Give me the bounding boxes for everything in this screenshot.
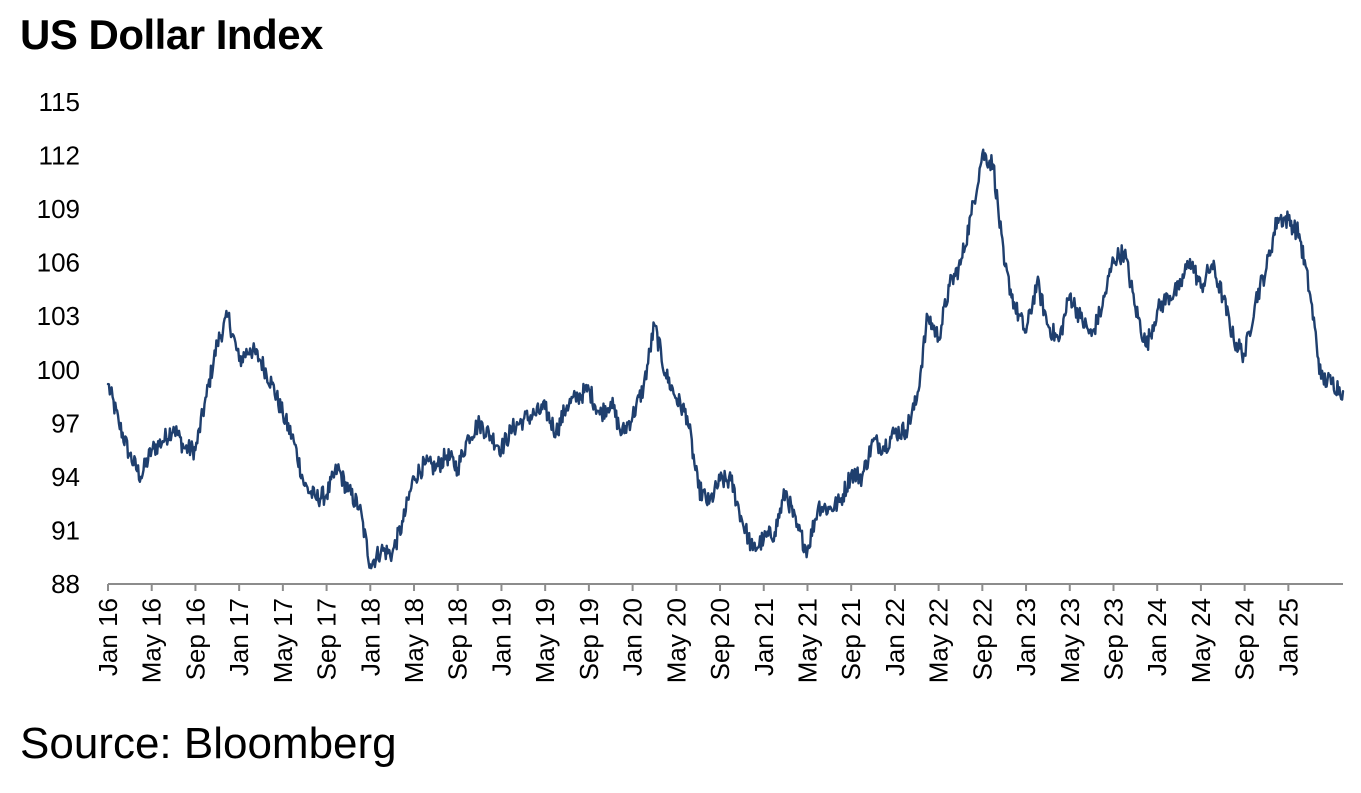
y-tick-label: 97 — [51, 408, 80, 438]
x-tick-label: Sep 23 — [1098, 598, 1128, 680]
x-tick-label: May 17 — [268, 598, 298, 683]
y-axis: 115 112 109 106 103 100 97 94 91 88 — [37, 87, 80, 599]
x-tick-label: Jan 16 — [93, 598, 123, 676]
x-tick-label: May 22 — [924, 598, 954, 683]
x-tick-label: Sep 20 — [705, 598, 735, 680]
x-tick-label: May 20 — [661, 598, 691, 683]
y-tick-label: 88 — [51, 569, 80, 599]
x-tick-label: May 24 — [1186, 598, 1216, 683]
x-tick-label: Sep 16 — [180, 598, 210, 680]
y-tick-label: 115 — [39, 87, 80, 117]
x-tick-label: Jan 17 — [224, 598, 254, 676]
x-tick-label: Sep 24 — [1230, 598, 1260, 680]
x-tick-label: Sep 22 — [967, 598, 997, 680]
x-tick-label: May 19 — [530, 598, 560, 683]
y-tick-label: 109 — [37, 194, 80, 224]
y-tick-label: 94 — [51, 462, 80, 492]
x-axis: Jan 16 May 16 Sep 16 Jan 17 May 17 Sep 17 Jan … — [93, 583, 1343, 683]
y-tick-label: 91 — [51, 515, 80, 545]
x-tick-label: May 21 — [792, 598, 822, 683]
chart-title: US Dollar Index — [20, 11, 323, 58]
x-tick-label: Jan 21 — [749, 598, 779, 676]
source-note: Source: Bloomberg — [20, 719, 397, 768]
x-tick-label: Jan 22 — [880, 598, 910, 676]
x-tick-label: Jan 23 — [1011, 598, 1041, 676]
x-tick-label: Sep 21 — [836, 598, 866, 680]
y-tick-label: 106 — [37, 248, 80, 278]
x-tick-label: Jan 19 — [486, 598, 516, 676]
x-tick-label: Jan 24 — [1142, 598, 1172, 676]
series-group — [106, 148, 1345, 570]
y-tick-label: 112 — [39, 141, 80, 171]
x-tick-label: Sep 18 — [443, 598, 473, 680]
y-tick-label: 103 — [37, 301, 80, 331]
x-tick-label: May 16 — [137, 598, 167, 683]
series-line-us-dollar-index — [106, 148, 1345, 570]
x-tick-label: Sep 19 — [574, 598, 604, 680]
y-tick-label: 100 — [37, 355, 80, 385]
x-tick-label: May 18 — [399, 598, 429, 683]
x-tick-label: Sep 17 — [312, 598, 342, 680]
x-tick-label: May 23 — [1055, 598, 1085, 683]
x-tick-label: Jan 25 — [1273, 598, 1303, 676]
x-tick-label: Jan 18 — [355, 598, 385, 676]
x-tick-label: Jan 20 — [618, 598, 648, 676]
